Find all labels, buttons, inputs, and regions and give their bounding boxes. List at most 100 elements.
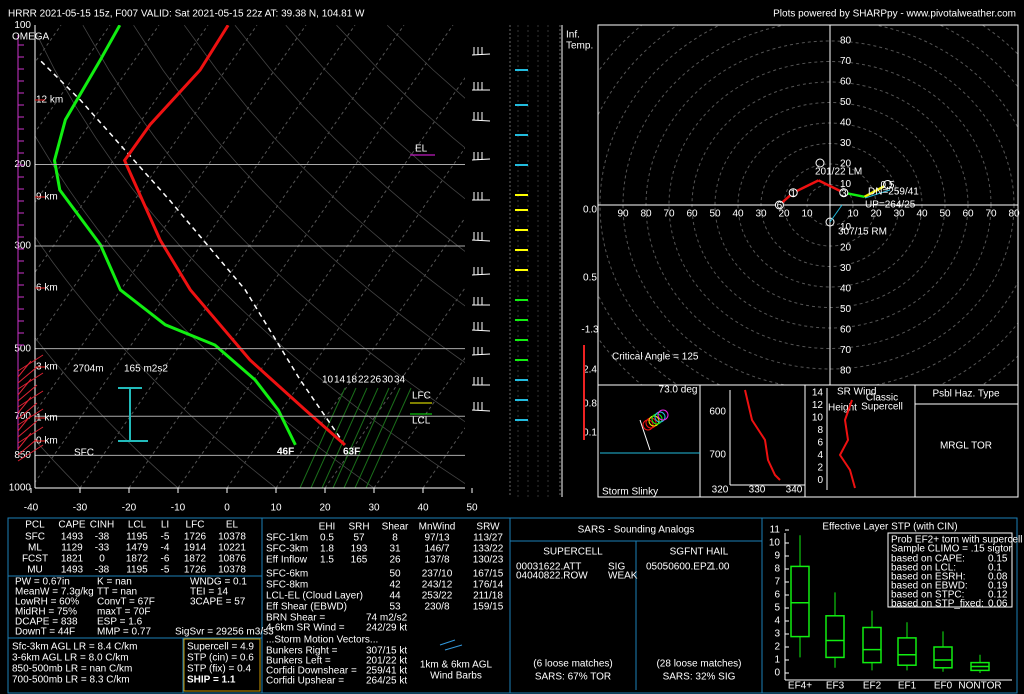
parcel-header: CAPE [58, 520, 86, 531]
srwind-label: 6 [817, 438, 823, 449]
omega-bar [17, 396, 32, 414]
parcel-cell: -33 [95, 543, 110, 554]
motion-label: Bunkers Left = [266, 656, 331, 667]
dry-adiabat [285, 25, 465, 200]
parcel-header: PCL [25, 520, 45, 531]
stp-legend-label: based on ESRH: [891, 572, 966, 583]
sars-result: SARS: 32% SIG [663, 672, 736, 683]
rule [439, 639, 456, 646]
motion-label: Corfidi Downshear = [266, 666, 357, 677]
kin-cell: 26 [389, 555, 401, 566]
kin-cell: 57 [353, 533, 365, 544]
pressure-label: 500 [14, 343, 31, 354]
hodo-label: 10 [840, 222, 852, 233]
isotherm [79, 25, 405, 488]
kin-cell: Eff Inflow [266, 555, 308, 566]
mixing-ratio-label: 14 [334, 375, 346, 386]
temperature-label: 30 [368, 503, 380, 514]
kin-cell: Eff Shear (EBWD) [266, 602, 347, 613]
kin-cell: 230/8 [424, 602, 449, 613]
height-label: 3 km [36, 362, 58, 373]
dry-adiabat [234, 25, 465, 252]
wind-barb [471, 273, 491, 276]
hodo-label: 80 [1008, 209, 1020, 220]
parcel-cell: 1195 [126, 565, 148, 576]
height-label: 12 km [36, 95, 63, 106]
hodo-label: 60 [686, 209, 698, 220]
isotherm [0, 25, 12, 498]
wind-barb [471, 409, 491, 412]
theta-label: 340 [786, 485, 803, 496]
stp-tick-label: 5 [774, 603, 780, 614]
srwind-title: SR Wind [837, 387, 876, 398]
kin-cell: 44 [389, 591, 401, 602]
stp-tick-label: 2 [774, 642, 780, 653]
dn-label: DN=259/41 [868, 187, 919, 198]
sars-result: SARS: 67% TOR [535, 672, 611, 683]
parcel-header: LFC [186, 520, 205, 531]
stp-title: Effective Layer STP (with CIN) [822, 522, 957, 533]
isotherm [35, 25, 356, 484]
mixing-ratio-label: 18 [346, 375, 358, 386]
mixing-ratio-label: 22 [358, 375, 370, 386]
stp-tick-label: 3 [774, 629, 780, 640]
storm-rm [825, 217, 835, 227]
stp-legend-label: based on STPC: [891, 590, 964, 601]
hodo-label: 40 [840, 118, 852, 129]
inflow-srh: 165 m2s2 [124, 364, 168, 375]
omega-bar [17, 384, 38, 402]
hodo-label: 10 [801, 209, 813, 220]
omega-bar [17, 366, 38, 384]
hodo-label: 40 [732, 209, 744, 220]
index: PW = 0.67in [15, 577, 70, 588]
hodo-label: 30 [840, 263, 852, 274]
hodo-marker [788, 188, 798, 198]
kin-cell: 50 [389, 569, 401, 580]
kin-cell: 146/7 [424, 544, 449, 555]
dry-adiabat [336, 25, 465, 149]
omega-bar [17, 354, 44, 372]
kin-cell: 237/10 [422, 569, 453, 580]
omega-bar [17, 408, 44, 426]
hodo-label: 20 [870, 209, 882, 220]
srwind-trace [838, 399, 856, 489]
sfc-label: SFC [74, 448, 94, 459]
dry-adiabat [183, 25, 465, 307]
stp-tick-label: 4 [774, 616, 780, 627]
kin-cell: 211/18 [473, 591, 503, 602]
srwind-classic: Classic [866, 393, 898, 404]
srwind-label: 12 [812, 400, 824, 411]
advection-value: 0.8 [583, 399, 597, 410]
stp-legend-value: 0.06 [988, 599, 1008, 610]
hodo-marker [774, 200, 784, 210]
lapse-rate: 850-500mb LR = nan C/km [12, 664, 132, 675]
rm-label: 307/15 RM [838, 227, 887, 238]
height-label: 6 km [36, 283, 58, 294]
barb-note: Wind Barbs [430, 671, 482, 682]
parcel-cell: 1726 [184, 565, 207, 576]
srwind-classic: Supercell [861, 402, 903, 413]
advection-value: 2.4 [583, 365, 597, 376]
hodo-label: 50 [939, 209, 951, 220]
slinky-ring [651, 413, 663, 425]
temperature-label: 40 [417, 503, 429, 514]
kin-cell: 193 [351, 544, 368, 555]
hodo-label: 50 [709, 209, 721, 220]
kin-extra: 74 m2/s2 [366, 613, 408, 624]
theta-label: 330 [749, 485, 766, 496]
temperature-label: -40 [24, 503, 39, 514]
severe-index: SHIP = 1.1 [187, 675, 236, 686]
theta-e-trace [744, 389, 781, 481]
srwind-label: 8 [817, 425, 823, 436]
kin-extra: 242/29 kt [366, 623, 407, 634]
stp-category: EF0 [934, 681, 953, 692]
mixing-ratio [332, 387, 379, 488]
stp-category: EF1 [898, 681, 917, 692]
srwind-label: 4 [817, 450, 823, 461]
lcl-label: LCL [412, 416, 431, 427]
hodo-label: 80 [840, 36, 852, 47]
header-title: HRRR 2021-05-15 15z, F007 VALID: Sat 202… [8, 9, 365, 20]
kin-cell: 167/15 [473, 569, 504, 580]
stp-box [933, 646, 953, 669]
